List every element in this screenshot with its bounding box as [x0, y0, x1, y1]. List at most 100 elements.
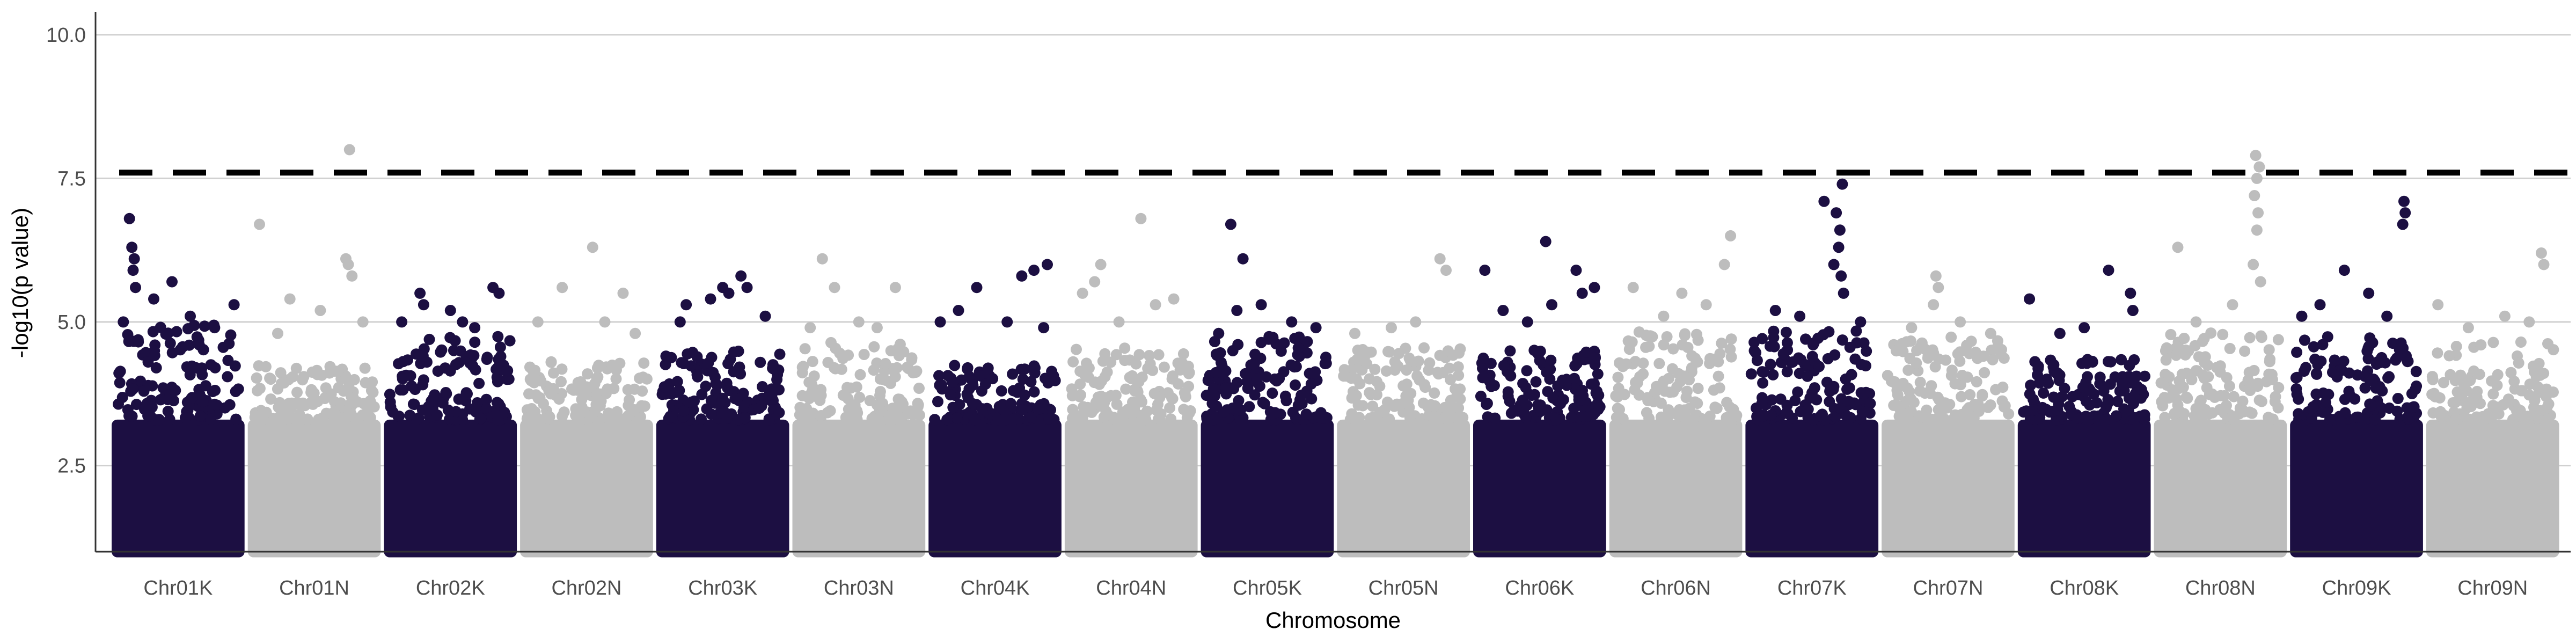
data-point — [1364, 373, 1375, 385]
data-point — [186, 392, 198, 404]
data-point — [2110, 410, 2122, 422]
data-point — [807, 356, 818, 368]
data-point — [130, 399, 142, 411]
data-point — [265, 393, 277, 405]
data-point — [1521, 399, 1533, 411]
data-point — [2473, 369, 2485, 380]
data-point — [824, 405, 836, 416]
data-point — [1257, 397, 1269, 408]
data-point — [1418, 342, 1430, 354]
data-point — [947, 401, 959, 413]
data-point — [1380, 365, 1392, 377]
data-point — [357, 409, 369, 421]
data-point — [1437, 367, 1449, 378]
data-point — [2502, 393, 2514, 405]
data-point — [912, 401, 924, 413]
data-point — [302, 414, 313, 425]
data-point — [1713, 370, 1724, 382]
data-point — [114, 365, 126, 377]
data-point — [1972, 399, 1984, 410]
data-point — [2116, 354, 2127, 365]
data-point — [2363, 287, 2375, 299]
data-point — [2093, 414, 2105, 425]
data-point — [2248, 259, 2259, 270]
data-point — [982, 362, 994, 374]
data-point — [357, 316, 369, 328]
x-tick-label: Chr08N — [2185, 577, 2256, 599]
data-point — [2082, 371, 2093, 383]
data-point — [2155, 377, 2167, 389]
data-point — [894, 339, 906, 350]
data-point — [1361, 358, 1373, 370]
data-point — [316, 369, 328, 381]
data-point — [1389, 356, 1401, 368]
data-point — [1352, 399, 1364, 411]
data-point — [1306, 393, 1318, 405]
data-point — [1689, 396, 1701, 408]
data-point — [953, 305, 964, 316]
data-point — [2338, 265, 2350, 276]
data-point — [1345, 372, 1357, 384]
data-point — [491, 397, 503, 408]
data-point — [1296, 390, 1307, 401]
data-point — [1757, 377, 1769, 389]
data-point — [1809, 382, 1820, 394]
data-point — [2102, 393, 2114, 405]
data-point — [893, 350, 905, 362]
data-point — [945, 389, 956, 401]
data-point — [2033, 413, 2045, 425]
data-point — [1066, 412, 1078, 424]
data-point — [947, 377, 958, 388]
data-point — [1855, 387, 1867, 399]
data-point — [196, 369, 208, 380]
data-point — [1405, 387, 1417, 399]
data-point — [314, 305, 326, 316]
data-point — [457, 316, 469, 328]
data-point — [360, 377, 371, 389]
data-point — [295, 399, 306, 411]
data-point — [797, 361, 809, 372]
data-point — [1113, 316, 1125, 328]
x-tick-label: Chr07K — [1777, 577, 1847, 599]
data-point — [127, 265, 139, 276]
data-point — [2505, 367, 2517, 378]
data-point — [2411, 380, 2423, 392]
data-point — [599, 316, 611, 328]
y-tick-label: 2.5 — [57, 455, 86, 477]
data-point — [1025, 412, 1037, 423]
data-point — [592, 371, 604, 383]
data-point — [2464, 413, 2476, 425]
data-point — [444, 305, 456, 316]
data-point — [1042, 259, 1053, 270]
data-point — [1892, 389, 1904, 401]
data-point — [1979, 367, 1990, 378]
data-point — [576, 394, 588, 405]
data-point — [254, 218, 265, 230]
data-point — [1725, 333, 1737, 345]
data-point — [1964, 413, 1976, 425]
data-point — [1843, 396, 1855, 407]
data-point — [1530, 376, 1542, 387]
data-point — [2475, 339, 2487, 351]
data-point — [268, 414, 280, 426]
y-tick-label: 10.0 — [46, 24, 86, 47]
data-point — [992, 414, 1004, 426]
data-point — [2048, 391, 2060, 403]
data-point — [1173, 378, 1184, 390]
data-point — [1212, 349, 1224, 361]
data-point — [630, 327, 641, 339]
data-point — [949, 360, 961, 371]
data-point — [1657, 377, 1668, 389]
data-point — [2125, 287, 2136, 299]
data-point — [2375, 402, 2387, 414]
data-point — [1043, 413, 1055, 425]
data-point — [995, 402, 1007, 414]
data-point — [1785, 356, 1797, 368]
data-point — [1126, 370, 1138, 382]
dense-block — [656, 419, 789, 558]
data-point — [1985, 327, 1996, 339]
data-point — [118, 316, 129, 328]
data-point — [1856, 406, 1868, 418]
data-point — [907, 367, 919, 379]
data-point — [2103, 265, 2114, 276]
